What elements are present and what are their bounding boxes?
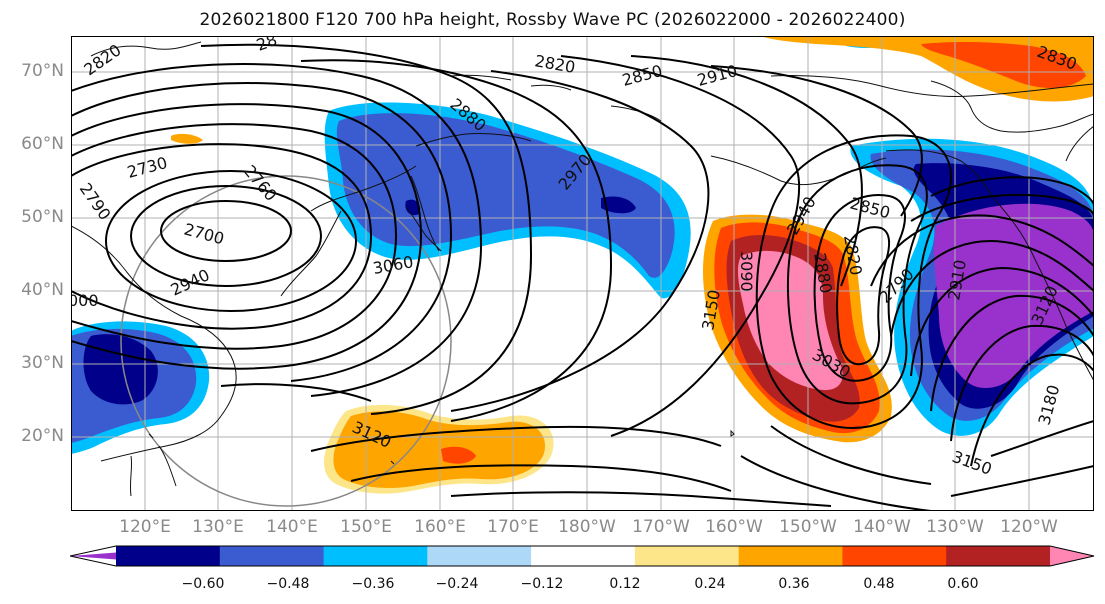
colorbar-tick-label: −0.12 (520, 576, 564, 592)
colorbar-segment (738, 546, 843, 566)
colorbar (70, 545, 1095, 567)
lon-label-150e: 150°E (340, 517, 392, 537)
reference-circle (120, 175, 452, 507)
colorbar-outline (70, 545, 1095, 567)
colorbar-segment (427, 546, 532, 566)
colorbar-tick-label: 0.60 (947, 576, 979, 592)
map-title: 2026021800 F120 700 hPa height, Rossby W… (199, 10, 906, 30)
colorbar-segment (323, 546, 428, 566)
lon-label-130e: 130°E (192, 517, 244, 537)
contour-label: 28 (254, 36, 280, 55)
lat-label-20: 20°N (21, 426, 64, 446)
lon-label-120w: 120°W (1000, 517, 1058, 537)
lat-label-30: 30°N (21, 353, 64, 373)
map-frame (71, 36, 1094, 511)
lon-label-160e: 160°E (414, 517, 466, 537)
lat-label-40: 40°N (21, 280, 64, 300)
colorbar-segment (842, 546, 947, 566)
lat-label-50: 50°N (21, 207, 64, 227)
height-anomaly-map: 2820 28 2820 2850 2910 2880 2970 2760 27… (71, 36, 1094, 511)
coastlines (71, 41, 1094, 497)
lat-label-60: 60°N (21, 134, 64, 154)
contour-label: 000 (71, 291, 99, 310)
lon-label-130w: 130°W (926, 517, 984, 537)
colorbar-tick-label: −0.24 (435, 576, 479, 592)
height-contours (71, 43, 1094, 511)
colorbar-tick-label: −0.48 (266, 576, 310, 592)
colorbar-tick-label: 0.48 (863, 576, 895, 592)
lon-label-170w: 170°W (632, 517, 690, 537)
colorbar-tick-label: 0.36 (778, 576, 810, 592)
lon-label-180w: 180°W (558, 517, 616, 537)
lon-label-170e: 170°E (487, 517, 539, 537)
colorbar-segment (219, 546, 325, 566)
lon-label-140e: 140°E (266, 517, 318, 537)
contour-label: 3090 (737, 251, 756, 292)
colorbar-segment (946, 546, 1051, 566)
colorbar-segment (1050, 546, 1094, 566)
colorbar-tick-label: −0.60 (181, 576, 225, 592)
colorbar-segment (116, 546, 221, 566)
colorbar-tick-label: 0.24 (694, 576, 726, 592)
negative-anomaly-west-pacific (71, 321, 210, 454)
lon-label-120e: 120°E (119, 517, 171, 537)
lon-label-160w: 160°W (705, 517, 763, 537)
colorbar-tick-label: −0.36 (351, 576, 395, 592)
colorbar-segment (634, 546, 740, 566)
lon-label-150w: 150°W (779, 517, 837, 537)
lat-label-70: 70°N (21, 61, 64, 81)
colorbar-tick-label: 0.12 (609, 576, 641, 592)
positive-anomaly-subtropical-pacific (171, 133, 554, 494)
positive-anomaly-arctic (761, 36, 1094, 102)
lon-label-140w: 140°W (853, 517, 911, 537)
colorbar-segment (531, 546, 636, 566)
